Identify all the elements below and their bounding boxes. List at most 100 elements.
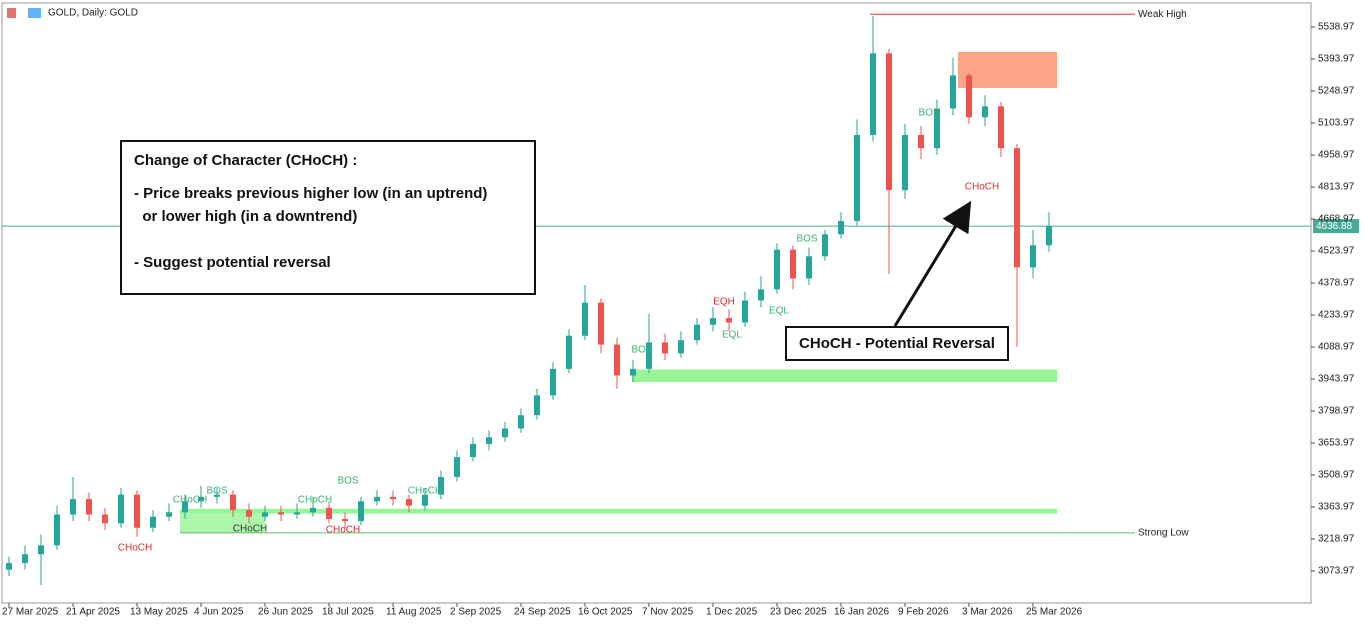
zone [632, 369, 1057, 383]
x-tick-label: 26 Jun 2025 [258, 607, 313, 618]
candle-body [678, 340, 684, 354]
candle-body [854, 134, 860, 222]
structure-label: BOS [918, 108, 939, 119]
icon [28, 8, 41, 18]
candle-body [486, 437, 492, 444]
candle-body [22, 554, 28, 564]
x-tick-label: 9 Feb 2026 [898, 607, 949, 618]
candle-body [966, 75, 972, 118]
y-tick-label: 3218.97 [1318, 534, 1355, 545]
candle-body [646, 342, 652, 369]
x-tick-label: 2 Sep 2025 [450, 607, 502, 618]
candle-body [310, 507, 316, 513]
candle-body [822, 234, 828, 257]
y-tick-label: 4958.97 [1318, 150, 1355, 161]
info-line: or lower high (in a downtrend) [134, 208, 357, 225]
candle-body [950, 75, 956, 109]
y-tick-label: 5538.97 [1318, 22, 1355, 33]
info-line: - Price breaks previous higher low (in a… [134, 185, 487, 202]
candle-body [934, 108, 940, 149]
structure-label: BOS [337, 476, 358, 487]
structure-label: CHoCH [408, 486, 442, 497]
y-tick-label: 5393.97 [1318, 54, 1355, 65]
x-tick-label: 16 Jan 2026 [834, 607, 889, 618]
candle-body [86, 499, 92, 515]
structure-label: CHoCH [965, 182, 999, 193]
candle-body [438, 476, 444, 495]
candle-body [518, 415, 524, 429]
zone [958, 51, 1057, 88]
candle-body [710, 318, 716, 325]
y-tick-label: 4813.97 [1318, 182, 1355, 193]
info-box-frame [120, 140, 536, 295]
x-tick-label: 27 Mar 2025 [2, 607, 59, 618]
candle-body [454, 457, 460, 477]
structure-label: CHoCH [118, 543, 152, 554]
candle-body [502, 428, 508, 438]
level-label: Strong Low [1138, 527, 1189, 538]
chart-header: GOLD, Daily: GOLD [48, 8, 138, 19]
info-box: Change of Character (CHoCH) : - Price br… [120, 140, 536, 295]
zone [180, 508, 1057, 514]
candle-body [374, 496, 380, 502]
structure-label: EQL [722, 330, 742, 341]
callout-frame [785, 326, 1009, 361]
icon [7, 8, 16, 18]
x-tick-label: 1 Dec 2025 [706, 607, 758, 618]
plot-frame [1, 2, 1312, 604]
candle-body [790, 249, 796, 279]
structure-label: CHoCH [298, 495, 332, 506]
candle-body [6, 563, 12, 570]
candle-body [102, 514, 108, 524]
candle-body [326, 507, 332, 519]
candle-body [118, 494, 124, 524]
level-label: Weak High [1138, 9, 1187, 20]
y-tick-label: 4233.97 [1318, 310, 1355, 321]
y-tick-label: 5103.97 [1318, 118, 1355, 129]
candle-body [1014, 148, 1020, 268]
candle-body [630, 368, 636, 376]
x-tick-label: 4 Jun 2025 [194, 607, 244, 618]
x-tick-label: 3 Mar 2026 [962, 607, 1013, 618]
y-tick-label: 3653.97 [1318, 438, 1355, 449]
x-tick-label: 7 Nov 2025 [642, 607, 694, 618]
candle-body [342, 518, 348, 522]
candle-body [598, 302, 604, 345]
candle-body [70, 499, 76, 515]
candle-body [998, 106, 1004, 149]
current-price-tag [1313, 219, 1359, 234]
candle-body [614, 344, 620, 376]
x-tick-label: 11 Aug 2025 [386, 607, 442, 618]
candle-body [406, 499, 412, 506]
candle-body [534, 395, 540, 416]
candle-body [1046, 226, 1052, 246]
candle-body [422, 494, 428, 506]
y-tick-label: 4378.97 [1318, 278, 1355, 289]
x-tick-label: 18 Jul 2025 [322, 607, 374, 618]
y-tick-label: 3073.97 [1318, 566, 1355, 577]
x-tick-label: 16 Oct 2025 [578, 607, 633, 618]
candle-body [582, 302, 588, 336]
candle-body [294, 512, 300, 515]
y-tick-label: 5248.97 [1318, 86, 1355, 97]
candle-body [198, 496, 204, 502]
x-tick-label: 13 May 2025 [130, 607, 188, 618]
candle-body [150, 516, 156, 528]
x-tick-label: 21 Apr 2025 [66, 607, 120, 618]
y-tick-label: 4523.97 [1318, 246, 1355, 257]
candle-body [758, 289, 764, 301]
candle-body [918, 134, 924, 149]
x-tick-label: 25 Mar 2026 [1026, 607, 1083, 618]
y-tick-label: 3508.97 [1318, 470, 1355, 481]
structure-label: CHoCH [326, 525, 360, 536]
structure-label: EQH [713, 297, 735, 308]
candle-body [230, 494, 236, 511]
candle-body [838, 221, 844, 235]
candle-body [742, 300, 748, 323]
x-tick-label: 24 Sep 2025 [514, 607, 571, 618]
arrow [893, 200, 972, 327]
candle-body [278, 512, 284, 515]
structure-label: BOS [631, 345, 652, 356]
structure-label: BOS [206, 486, 227, 497]
